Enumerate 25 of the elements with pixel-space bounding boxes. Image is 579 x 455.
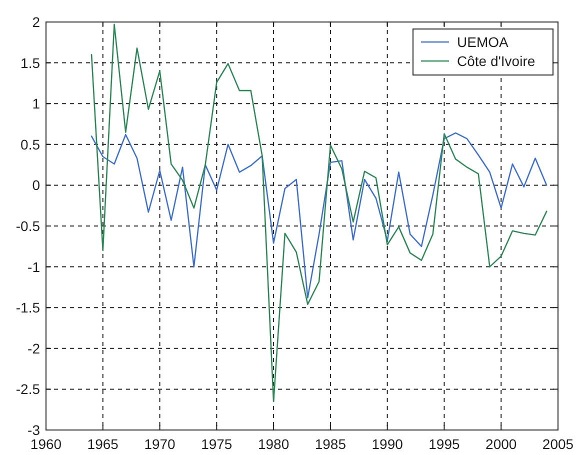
y-tick-label: 0.5 <box>20 136 40 152</box>
y-tick-label: -1.5 <box>16 300 40 316</box>
x-tick-label: 1985 <box>314 436 346 452</box>
y-tick-label: -1 <box>28 258 40 275</box>
y-tick-label: -3 <box>28 422 40 438</box>
x-tick-label: 1975 <box>201 436 232 452</box>
x-tick-label: 2000 <box>486 436 517 452</box>
x-tick-label: 1960 <box>30 436 62 452</box>
legend-label: Côte d'Ivoire <box>457 53 536 69</box>
x-tick-label: 2005 <box>542 436 574 452</box>
line-series <box>90 132 548 298</box>
line-series <box>90 24 548 402</box>
y-tick-label: 1.5 <box>20 54 40 71</box>
y-tick-label: -2.5 <box>16 381 40 398</box>
y-tick-label: 1 <box>32 96 40 112</box>
y-tick-label: -2 <box>28 340 40 356</box>
x-tick-label: 1995 <box>428 436 460 452</box>
legend-label: UEMOA <box>457 34 509 50</box>
x-tick-label: 1970 <box>144 436 176 452</box>
y-tick-label: -0.5 <box>16 218 40 234</box>
y-tick-label: 2 <box>32 14 40 30</box>
x-tick-label: 1990 <box>372 436 404 452</box>
y-tick-label: 0 <box>32 177 40 194</box>
x-tick-label: 1965 <box>87 436 119 452</box>
x-tick-label: 1980 <box>258 436 290 452</box>
